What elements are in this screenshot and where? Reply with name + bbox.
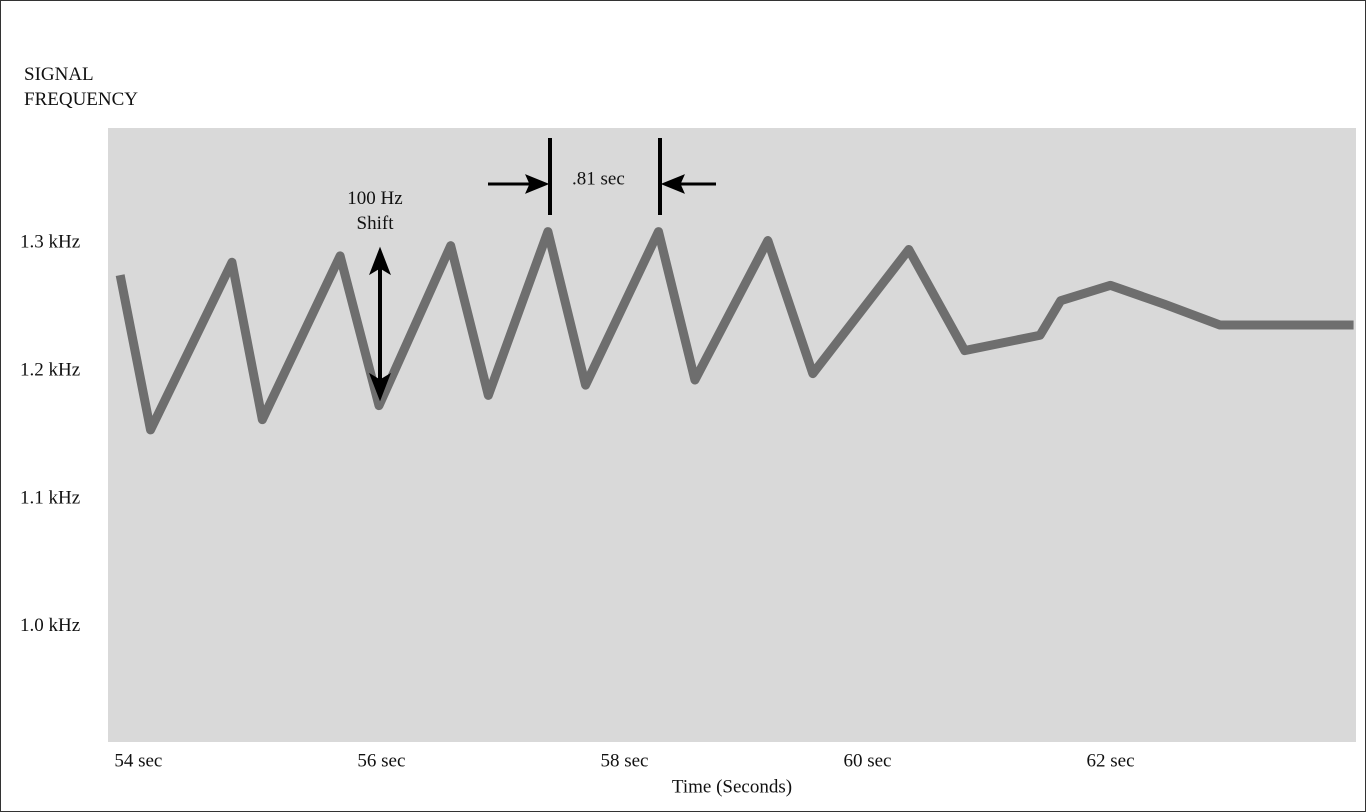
- x-tick-label: 62 sec: [1087, 750, 1135, 771]
- x-tick-label: 56 sec: [357, 750, 405, 771]
- arrow-head: [660, 174, 685, 194]
- annotation: 100 Hz Shift: [347, 188, 403, 234]
- series-layer: [115, 227, 1354, 435]
- x-tick-label: 54 sec: [114, 750, 162, 771]
- plot-area: [108, 128, 1356, 742]
- y-axis-title: SIGNAL FREQUENCY: [24, 64, 139, 110]
- y-tick-label: 1.2 kHz: [20, 359, 80, 380]
- y-tick-label: 1.1 kHz: [20, 487, 80, 508]
- x-tick-label: 60 sec: [843, 750, 891, 771]
- annotation: .81 sec: [572, 168, 625, 189]
- arrow-head: [369, 246, 391, 276]
- x-axis-title: Time (Seconds): [672, 776, 792, 797]
- frequency-trace: [115, 227, 1354, 435]
- y-tick-label: 1.0 kHz: [20, 615, 80, 636]
- annotation-shapes: [369, 138, 716, 402]
- x-tick-label: 58 sec: [600, 750, 648, 771]
- arrow-head: [369, 372, 391, 402]
- arrow-head: [525, 174, 550, 194]
- y-tick-label: 1.3 kHz: [20, 231, 80, 252]
